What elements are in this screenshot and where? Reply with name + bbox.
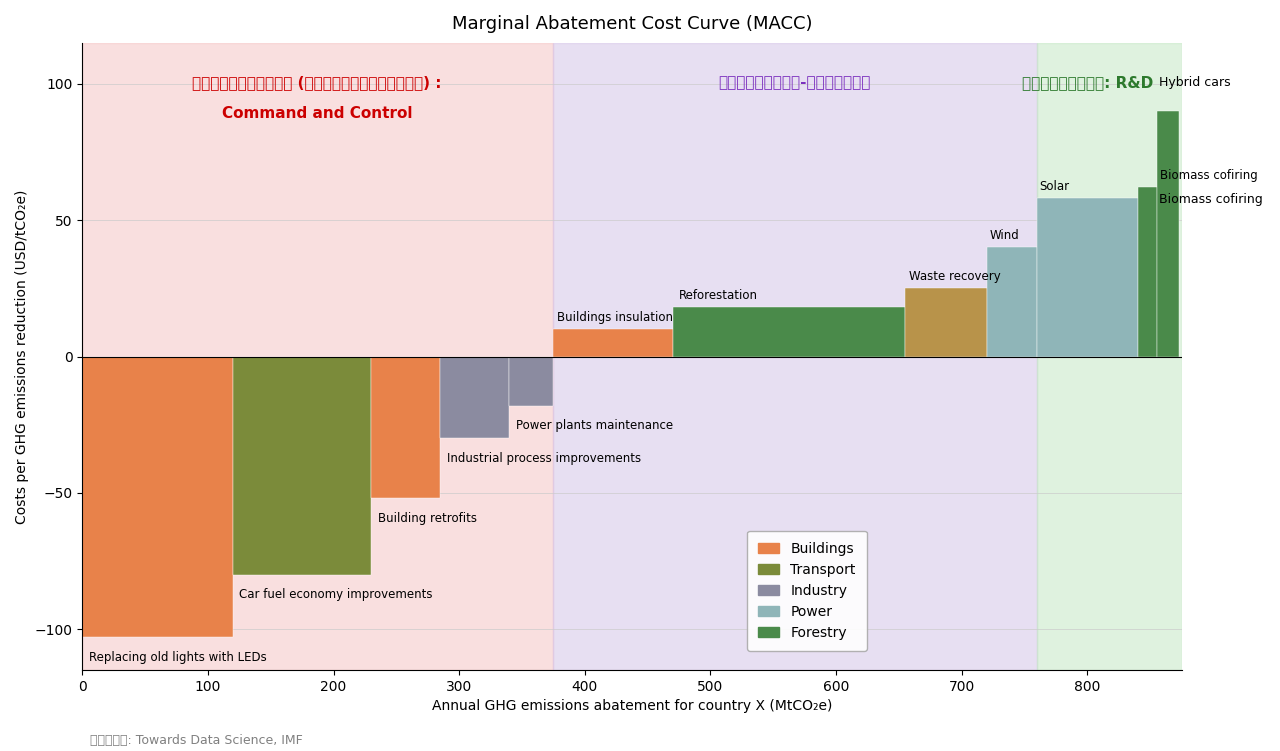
Bar xyxy=(1157,111,1179,357)
Text: Reforestation: Reforestation xyxy=(680,289,758,302)
Text: Command and Control: Command and Control xyxy=(221,106,412,121)
Y-axis label: Costs per GHG emissions reduction (USD/tCO₂e): Costs per GHG emissions reduction (USD/t… xyxy=(15,189,29,523)
Title: Marginal Abatement Cost Curve (MACC): Marginal Abatement Cost Curve (MACC) xyxy=(452,15,813,33)
Bar xyxy=(440,357,509,439)
Text: Power plants maintenance: Power plants maintenance xyxy=(516,419,673,433)
Bar xyxy=(371,357,440,499)
Bar xyxy=(82,357,233,638)
Bar xyxy=(1037,43,1181,670)
Text: Replacing old lights with LEDs: Replacing old lights with LEDs xyxy=(88,651,266,664)
Text: Biomass cofiring: Biomass cofiring xyxy=(1160,169,1258,182)
Bar xyxy=(553,329,673,357)
Bar xyxy=(673,307,905,357)
Bar xyxy=(553,43,1037,670)
Text: ต้นทุนติดลบ (ประหยัดต้นทุน) :: ต้นทุนติดลบ (ประหยัดต้นทุน) : xyxy=(192,76,442,91)
Bar xyxy=(987,247,1037,357)
Text: Waste recovery: Waste recovery xyxy=(909,270,1001,283)
Text: ต้นทุนต่ำ-ปานกลาง: ต้นทุนต่ำ-ปานกลาง xyxy=(718,76,870,91)
Text: Buildings insulation: Buildings insulation xyxy=(557,311,673,324)
Bar xyxy=(509,357,553,406)
Text: Solar: Solar xyxy=(1039,180,1070,193)
Text: ต้นทุนมาก: R&D: ต้นทุนมาก: R&D xyxy=(1021,76,1153,91)
Bar xyxy=(82,43,553,670)
Legend: Buildings, Transport, Industry, Power, Forestry: Buildings, Transport, Industry, Power, F… xyxy=(748,531,867,650)
Bar xyxy=(1138,188,1157,357)
Text: ที่มา: Towards Data Science, IMF: ที่มา: Towards Data Science, IMF xyxy=(90,734,302,747)
Bar xyxy=(905,288,987,357)
Text: Building retrofits: Building retrofits xyxy=(378,512,476,525)
Bar xyxy=(1037,198,1138,357)
Text: Wind: Wind xyxy=(989,229,1019,242)
Text: Hybrid cars: Hybrid cars xyxy=(1160,76,1230,89)
Text: Industrial process improvements: Industrial process improvements xyxy=(447,452,641,465)
Bar xyxy=(233,357,371,575)
X-axis label: Annual GHG emissions abatement for country X (MtCO₂e): Annual GHG emissions abatement for count… xyxy=(431,699,832,713)
Text: Biomass cofiring: Biomass cofiring xyxy=(1160,193,1263,206)
Text: Car fuel economy improvements: Car fuel economy improvements xyxy=(239,588,433,602)
